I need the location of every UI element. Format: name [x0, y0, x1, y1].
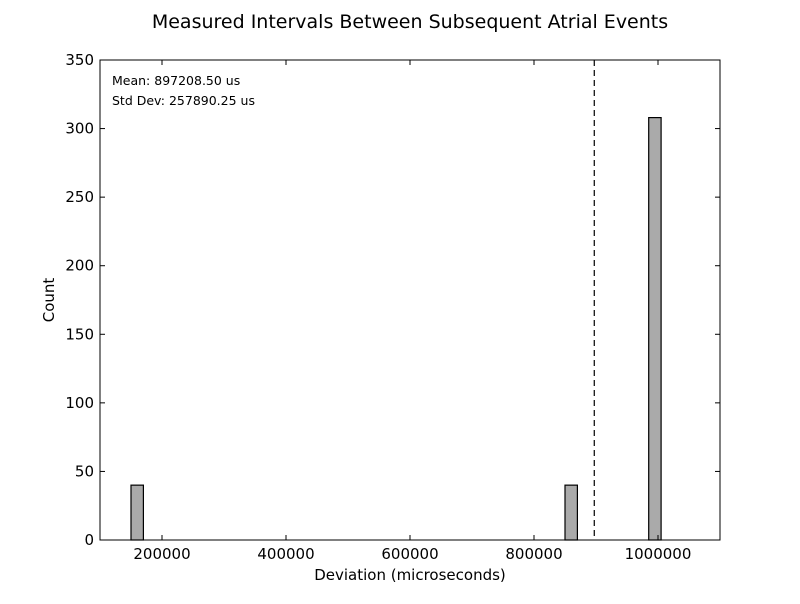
- histogram-bar: [130, 484, 144, 541]
- plot-area: 200000 400000 600000 800000 1000000 0 50 100 150…: [65, 51, 721, 563]
- chart-title: Measured Intervals Between Subsequent At…: [152, 11, 668, 33]
- x-tick-label: 600000: [381, 545, 438, 563]
- x-tick-label: 200000: [133, 545, 190, 563]
- y-tick-label: 100: [65, 394, 94, 412]
- y-axis-label: Count: [40, 278, 58, 323]
- axes-frame: [99, 59, 721, 541]
- y-tick-label: 350: [65, 51, 94, 69]
- histogram-bar: [648, 116, 662, 541]
- x-axis-label: Deviation (microseconds): [314, 566, 506, 584]
- y-tick-label: 0: [84, 531, 94, 549]
- y-tick-label: 50: [75, 462, 94, 480]
- y-tick-label: 150: [65, 325, 94, 343]
- std-dev-annotation: Std Dev: 257890.25 us: [112, 93, 255, 108]
- y-tick-label: 300: [65, 120, 94, 138]
- y-tick-label: 250: [65, 188, 94, 206]
- x-tick-label: 800000: [505, 545, 562, 563]
- histogram-bar: [564, 484, 578, 541]
- x-tick-label: 1000000: [625, 545, 692, 563]
- y-tick-label: 200: [65, 257, 94, 275]
- mean-annotation: Mean: 897208.50 us: [112, 73, 240, 88]
- x-tick-label: 400000: [257, 545, 314, 563]
